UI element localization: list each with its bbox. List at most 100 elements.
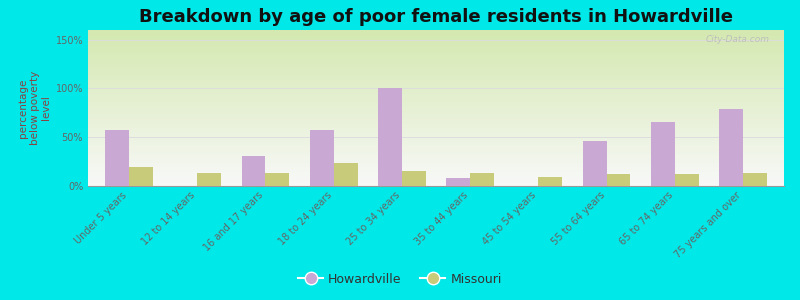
Bar xyxy=(88,80,784,82)
Bar xyxy=(88,49,784,50)
Bar xyxy=(88,116,784,117)
Bar xyxy=(88,128,784,130)
Bar xyxy=(129,167,153,186)
Bar xyxy=(88,184,784,186)
Bar xyxy=(88,58,784,60)
Bar xyxy=(88,146,784,147)
Bar xyxy=(88,117,784,119)
Bar xyxy=(675,174,698,186)
Bar xyxy=(88,68,784,69)
Bar xyxy=(88,38,784,39)
Bar xyxy=(88,61,784,63)
Bar xyxy=(88,121,784,122)
Bar xyxy=(88,130,784,131)
Bar xyxy=(88,163,784,164)
Bar xyxy=(88,64,784,66)
Bar xyxy=(651,122,675,186)
Bar xyxy=(88,138,784,139)
Bar xyxy=(88,30,784,31)
Bar xyxy=(88,152,784,153)
Bar xyxy=(88,139,784,141)
Bar xyxy=(88,85,784,86)
Bar xyxy=(88,35,784,36)
Bar xyxy=(88,55,784,56)
Bar xyxy=(88,155,784,156)
Bar xyxy=(88,74,784,75)
Bar xyxy=(88,133,784,134)
Bar xyxy=(88,103,784,105)
Bar xyxy=(88,83,784,85)
Bar xyxy=(310,130,334,186)
Bar xyxy=(88,99,784,100)
Bar xyxy=(88,60,784,61)
Bar xyxy=(88,110,784,111)
Bar xyxy=(88,46,784,47)
Bar xyxy=(582,141,606,186)
Bar xyxy=(88,144,784,146)
Bar xyxy=(88,153,784,155)
Bar xyxy=(88,127,784,128)
Bar xyxy=(88,88,784,89)
Bar xyxy=(88,56,784,58)
Bar xyxy=(88,178,784,180)
Bar xyxy=(242,156,266,186)
Bar xyxy=(88,160,784,161)
Bar xyxy=(88,89,784,91)
Bar xyxy=(88,141,784,142)
Bar xyxy=(88,66,784,68)
Bar xyxy=(334,163,358,186)
Bar xyxy=(88,148,784,150)
Bar xyxy=(378,88,402,186)
Bar xyxy=(266,173,290,186)
Bar xyxy=(88,183,784,184)
Bar xyxy=(88,170,784,172)
Bar xyxy=(105,130,129,186)
Bar xyxy=(88,147,784,148)
Bar xyxy=(88,134,784,136)
Bar xyxy=(606,174,630,186)
Bar xyxy=(88,50,784,52)
Bar xyxy=(88,173,784,175)
Bar xyxy=(88,32,784,33)
Bar xyxy=(88,158,784,160)
Bar xyxy=(88,114,784,116)
Bar xyxy=(88,92,784,94)
Bar xyxy=(88,47,784,49)
Bar xyxy=(88,69,784,70)
Bar xyxy=(88,180,784,181)
Bar xyxy=(88,181,784,183)
Bar xyxy=(402,171,426,186)
Bar xyxy=(88,102,784,103)
Bar xyxy=(88,72,784,74)
Bar xyxy=(88,77,784,78)
Bar xyxy=(88,41,784,43)
Bar xyxy=(538,177,562,186)
Bar xyxy=(88,97,784,99)
Bar xyxy=(197,173,221,186)
Bar xyxy=(88,100,784,102)
Legend: Howardville, Missouri: Howardville, Missouri xyxy=(293,268,507,291)
Bar xyxy=(88,95,784,97)
Bar xyxy=(719,109,743,186)
Bar xyxy=(88,111,784,113)
Bar xyxy=(88,124,784,125)
Bar xyxy=(88,156,784,158)
Bar xyxy=(88,136,784,138)
Bar xyxy=(88,164,784,166)
Bar xyxy=(88,105,784,106)
Bar xyxy=(88,167,784,169)
Bar xyxy=(88,78,784,80)
Y-axis label: percentage
below poverty
level: percentage below poverty level xyxy=(18,71,51,145)
Bar xyxy=(446,178,470,186)
Bar xyxy=(88,161,784,163)
Bar xyxy=(88,94,784,95)
Bar xyxy=(88,63,784,64)
Bar xyxy=(88,86,784,88)
Bar xyxy=(88,119,784,121)
Text: City-Data.com: City-Data.com xyxy=(706,35,770,44)
Title: Breakdown by age of poor female residents in Howardville: Breakdown by age of poor female resident… xyxy=(139,8,733,26)
Bar xyxy=(88,44,784,46)
Bar xyxy=(88,52,784,53)
Bar xyxy=(88,172,784,173)
Bar xyxy=(88,75,784,77)
